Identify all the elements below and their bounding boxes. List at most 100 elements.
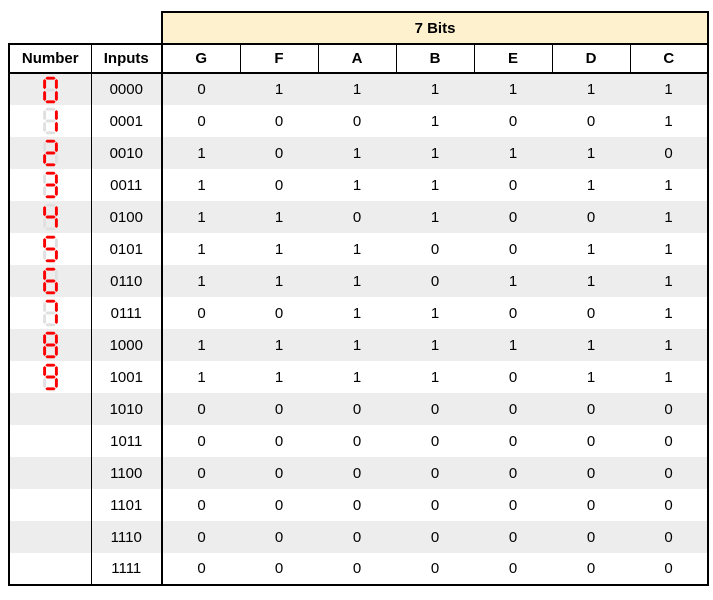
bit-cell: 0 (396, 521, 474, 553)
segment-e (42, 249, 46, 261)
segment-g (45, 151, 56, 155)
segment-a (45, 331, 56, 335)
segment-f (42, 365, 46, 377)
table-row: 0101 1 1 1 0 0 1 1 (8, 233, 709, 265)
bit-cell: 0 (586, 496, 596, 514)
bit-cell: 0 (474, 393, 552, 425)
inputs-cell: 0011 (91, 169, 163, 201)
bit-cell: 0 (630, 137, 709, 169)
bit-cell: 0 (508, 432, 518, 450)
bit-cell: 1 (396, 201, 474, 233)
segment-a (45, 171, 56, 175)
inputs-cell: 1101 (91, 489, 163, 521)
segment-f (42, 205, 46, 217)
bit-cell: 0 (508, 240, 518, 258)
bit-cell: 1 (240, 73, 318, 105)
bit-cell: 1 (162, 329, 240, 361)
segment-c (54, 90, 58, 101)
column-header-number: Number (8, 43, 92, 74)
segment-f (42, 109, 46, 121)
seven-segment-digit (42, 203, 58, 231)
table-row: 0110 1 1 1 0 1 1 1 (8, 265, 709, 297)
bit-cell: 0 (352, 496, 362, 514)
digit-display-cell (8, 521, 92, 553)
column-header-bit-f: F (239, 43, 319, 74)
table-row: 1011 0 0 0 0 0 0 0 (8, 425, 709, 457)
bit-cell: 0 (162, 553, 240, 586)
segment-d (45, 355, 56, 359)
digit-display-cell (8, 329, 92, 361)
segment-e (42, 90, 46, 101)
segment-c (54, 121, 58, 133)
segment-a (45, 139, 56, 143)
bit-cell: 1 (586, 368, 596, 386)
bit-cell: 1 (630, 73, 709, 105)
bit-cell: 0 (274, 176, 284, 194)
inputs-cell: 1001 (91, 361, 163, 393)
inputs-cell: 1010 (91, 393, 163, 425)
table-row: 0001 0 0 0 1 0 0 1 (8, 105, 709, 137)
bit-cell: 0 (630, 425, 709, 457)
column-header-bit-e: E (473, 43, 553, 74)
table-row: 1111 0 0 0 0 0 0 0 (8, 553, 709, 586)
bit-cell: 0 (630, 489, 709, 521)
bit-cell: 1 (396, 137, 474, 169)
bit-cell: 0 (552, 457, 630, 489)
segment-f (42, 237, 46, 249)
segment-b (54, 205, 58, 217)
bit-cell: 1 (352, 368, 362, 386)
bit-cell: 1 (240, 329, 318, 361)
inputs-cell: 1011 (91, 425, 163, 457)
column-header-bit-c: C (629, 43, 709, 74)
segment-b (54, 365, 58, 377)
bit-cell: 0 (318, 201, 396, 233)
segment-c (54, 185, 58, 197)
bit-cell: 0 (240, 521, 318, 553)
bit-cell: 1 (197, 176, 206, 194)
column-header-bit-g: G (161, 43, 241, 74)
digit-display-cell (8, 265, 92, 297)
bit-cell: 0 (240, 137, 318, 169)
bit-cell: 1 (352, 240, 362, 258)
segment-c (54, 377, 58, 389)
segment-g (45, 247, 56, 251)
bit-cell: 0 (240, 457, 318, 489)
digit-display-cell (8, 361, 92, 393)
segment-e (42, 217, 46, 229)
digit-display-cell (8, 393, 92, 425)
segment-b (54, 269, 58, 281)
bit-cell: 1 (586, 240, 596, 258)
bit-cell: 1 (162, 137, 240, 169)
segment-d (45, 227, 56, 231)
segment-d (45, 291, 56, 295)
bit-cell: 0 (274, 304, 284, 322)
bit-cell: 1 (274, 240, 284, 258)
segment-g (45, 215, 56, 219)
bit-cell: 0 (474, 457, 552, 489)
segment-g (45, 88, 56, 91)
digit-display-cell (8, 73, 92, 105)
segment-f (42, 333, 46, 345)
bit-cell: 0 (318, 393, 396, 425)
segment-d (45, 163, 56, 167)
bit-cell: 0 (396, 393, 474, 425)
digit-display-cell (8, 105, 92, 137)
inputs-cell: 0111 (91, 297, 163, 329)
bit-cell: 1 (474, 73, 552, 105)
segment-g (45, 119, 56, 123)
segment-c (54, 249, 58, 261)
column-header-bit-d: D (551, 43, 631, 74)
bit-cell: 0 (508, 304, 518, 322)
bit-cell: 0 (630, 457, 709, 489)
inputs-cell: 1110 (91, 521, 163, 553)
bit-cell: 0 (197, 432, 206, 450)
segment-d (45, 259, 56, 263)
segment-b (54, 333, 58, 345)
bit-cell: 0 (197, 496, 206, 514)
bit-cell: 1 (474, 137, 552, 169)
bit-cell: 1 (552, 137, 630, 169)
bit-cell: 0 (508, 496, 518, 514)
bit-cell: 1 (352, 176, 362, 194)
bit-cell: 1 (630, 297, 709, 329)
